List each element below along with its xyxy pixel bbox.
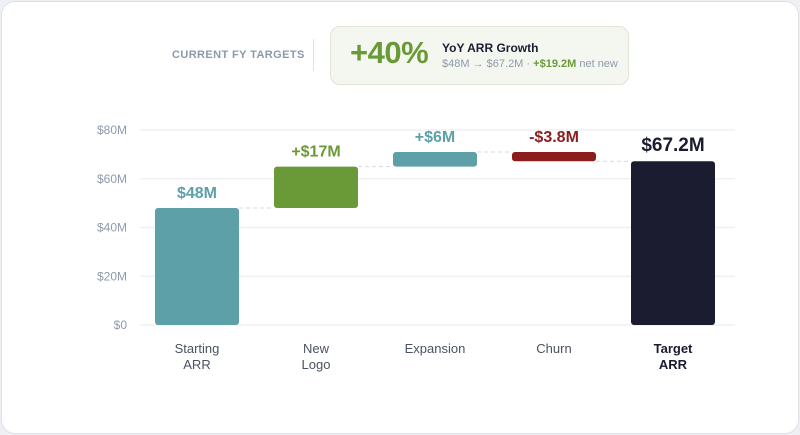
y-tick-label: $0 xyxy=(114,318,128,332)
data-label: -$3.8M xyxy=(529,129,579,146)
kpi-subtitle: $48M → $67.2M · +$19.2M net new xyxy=(442,58,618,70)
x-tick-label: Target xyxy=(654,341,693,356)
y-tick-label: $40M xyxy=(97,221,127,235)
kpi-value: +40% xyxy=(350,35,429,70)
y-tick-label: $20M xyxy=(97,269,127,283)
bar-0 xyxy=(155,208,239,325)
data-label: $48M xyxy=(177,185,217,202)
kpi-card: +40% YoY ARR Growth $48M → $67.2M · +$19… xyxy=(330,26,629,85)
kpi-title: YoY ARR Growth xyxy=(442,41,539,55)
section-label: CURRENT FY TARGETS xyxy=(172,49,305,61)
bar-1 xyxy=(274,166,358,208)
y-tick-label: $80M xyxy=(97,123,127,137)
x-tick-label: Logo xyxy=(302,357,331,372)
divider xyxy=(313,39,314,71)
bar-2 xyxy=(393,151,477,167)
bar-3 xyxy=(512,151,596,162)
data-label: $67.2M xyxy=(641,135,704,156)
x-tick-label: Starting xyxy=(175,341,220,356)
data-label: +$17M xyxy=(291,144,340,161)
x-tick-label: Expansion xyxy=(405,341,466,356)
bar-4 xyxy=(631,161,715,325)
x-tick-label: Churn xyxy=(536,341,571,356)
x-tick-label: ARR xyxy=(183,357,210,372)
x-tick-label: ARR xyxy=(659,357,688,372)
x-tick-label: New xyxy=(303,341,330,356)
data-label: +$6M xyxy=(415,129,455,146)
y-tick-label: $60M xyxy=(97,172,127,186)
